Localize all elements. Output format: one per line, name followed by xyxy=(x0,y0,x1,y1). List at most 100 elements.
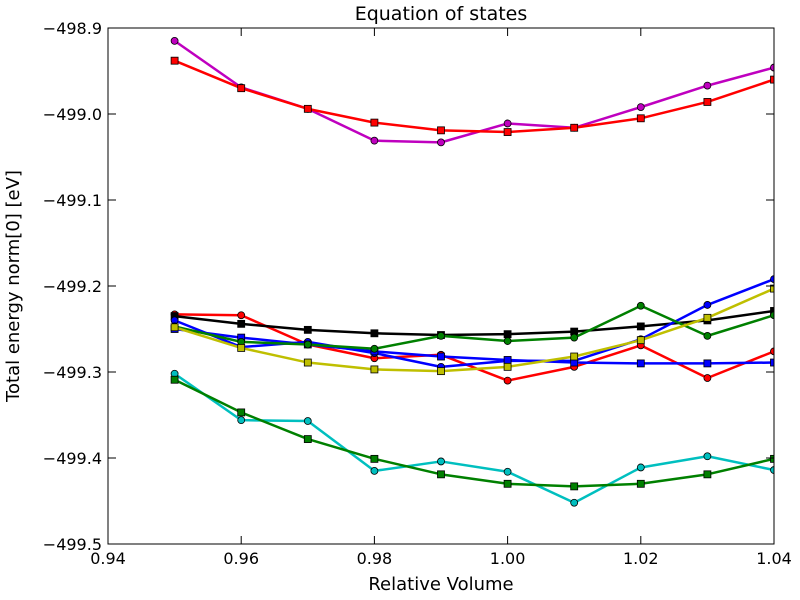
x-tick-label: 1.00 xyxy=(490,549,526,568)
series-8-point-3 xyxy=(370,466,379,475)
series-4-point-8 xyxy=(703,301,712,309)
series-8-line xyxy=(173,372,774,504)
series-0-point-5 xyxy=(503,119,512,128)
series-8-point-6 xyxy=(570,498,579,507)
series-7-point-9 xyxy=(770,284,774,293)
series-9-point-8 xyxy=(703,470,712,479)
series-6-line xyxy=(174,304,774,351)
series-0-line xyxy=(173,39,774,144)
series-8-point-2 xyxy=(303,417,312,425)
series-7-point-7 xyxy=(636,336,645,345)
series-1-line xyxy=(174,59,774,134)
series-1-point-0 xyxy=(170,56,179,65)
series-6-point-3 xyxy=(370,344,379,353)
series-8 xyxy=(170,369,774,507)
series-9-point-1 xyxy=(237,408,246,417)
series-5-point-4 xyxy=(437,352,445,361)
series-6-point-4 xyxy=(437,331,445,340)
series-4-point-9 xyxy=(770,275,774,284)
series-1-point-1 xyxy=(237,84,246,93)
series-6-point-6 xyxy=(570,333,579,342)
series-1-point-8 xyxy=(703,98,712,106)
series-layer xyxy=(170,37,774,507)
x-tick-label: 1.04 xyxy=(756,549,792,568)
series-9-point-7 xyxy=(636,479,645,488)
series-1-point-4 xyxy=(437,126,445,135)
y-tick-label: −499.2 xyxy=(43,277,102,296)
series-1-point-9 xyxy=(770,75,774,84)
x-axis-label: Relative Volume xyxy=(368,574,513,595)
series-6-point-5 xyxy=(503,337,512,345)
series-1-point-6 xyxy=(570,123,579,132)
series-8-point-7 xyxy=(636,463,645,472)
series-3-point-3 xyxy=(370,329,379,338)
series-7-point-6 xyxy=(570,352,579,361)
series-2-line xyxy=(174,313,774,382)
series-3-line xyxy=(174,309,774,337)
series-8-point-1 xyxy=(237,416,246,425)
series-2-point-8 xyxy=(703,374,712,382)
series-2-point-1 xyxy=(237,311,246,320)
series-9-point-0 xyxy=(170,375,179,384)
series-6-point-9 xyxy=(770,311,774,320)
y-axis-label: Total energy norm[0] [eV] xyxy=(3,170,24,403)
series-7-point-3 xyxy=(370,365,379,374)
series-0-point-0 xyxy=(170,37,179,45)
series-9-point-6 xyxy=(570,482,579,491)
chart-title: Equation of states xyxy=(355,3,528,25)
series-3-point-7 xyxy=(636,322,645,331)
series-7-point-2 xyxy=(303,358,312,367)
series-5-line xyxy=(174,327,774,365)
series-9-point-3 xyxy=(370,454,379,463)
y-tick-label: −499.5 xyxy=(43,535,102,554)
series-3-point-5 xyxy=(503,330,512,339)
series-6-point-7 xyxy=(636,301,645,310)
series-9-point-9 xyxy=(770,454,774,463)
series-6-point-2 xyxy=(303,340,312,349)
series-1-point-5 xyxy=(503,128,512,136)
series-9-point-2 xyxy=(303,435,312,443)
series-1-point-7 xyxy=(636,114,645,123)
y-tick-label: −498.9 xyxy=(43,19,102,38)
series-8-point-9 xyxy=(770,466,774,474)
x-tick-label: 0.94 xyxy=(90,549,126,568)
series-0 xyxy=(170,37,774,147)
series-9-point-5 xyxy=(503,479,512,488)
series-9-point-4 xyxy=(437,470,445,479)
series-1 xyxy=(170,56,774,136)
series-2-point-5 xyxy=(503,376,512,385)
x-tick-label: 0.98 xyxy=(357,549,393,568)
series-3 xyxy=(170,307,774,339)
series-7-point-5 xyxy=(503,362,512,371)
series-3-point-9 xyxy=(770,307,774,315)
y-tick-label: −499.1 xyxy=(43,191,102,210)
series-7 xyxy=(170,284,774,376)
x-tick-label: 0.96 xyxy=(223,549,259,568)
series-2-point-9 xyxy=(770,347,774,356)
series-6 xyxy=(170,301,774,353)
series-7-line xyxy=(174,287,774,373)
series-0-point-7 xyxy=(636,103,645,112)
series-9 xyxy=(170,375,774,491)
series-8-point-5 xyxy=(503,467,512,476)
series-5-point-9 xyxy=(770,358,774,367)
series-1-point-2 xyxy=(303,104,312,113)
series-6-point-8 xyxy=(703,331,712,340)
series-7-point-8 xyxy=(703,313,712,322)
series-7-point-0 xyxy=(170,323,179,332)
series-7-point-1 xyxy=(237,344,246,352)
series-0-point-3 xyxy=(370,136,379,145)
series-8-point-4 xyxy=(437,457,445,466)
series-0-point-4 xyxy=(437,138,445,147)
series-7-point-4 xyxy=(437,367,445,376)
axes-layer: 0.94 0.96 0.98 1.00 1.02 1.04 −499.5 −499.4 −499… xyxy=(43,19,792,568)
series-3-point-1 xyxy=(237,319,246,328)
series-0-point-8 xyxy=(703,81,712,90)
series-5-point-7 xyxy=(636,359,645,368)
series-1-point-3 xyxy=(370,118,379,127)
y-tick-label: −499.4 xyxy=(43,449,102,468)
series-3-point-2 xyxy=(303,325,312,334)
series-0-point-9 xyxy=(770,63,774,72)
series-9-line xyxy=(174,378,774,488)
